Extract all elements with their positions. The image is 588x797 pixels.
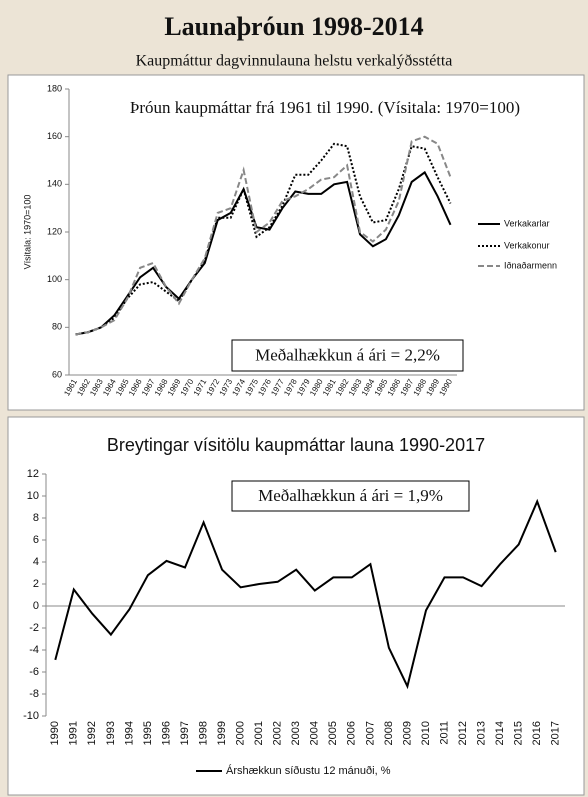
y-tick-label: 160: [47, 131, 62, 141]
x-tick-label: 2015: [513, 721, 525, 745]
x-tick-label: 2004: [309, 721, 321, 745]
annotation-box: [231, 480, 470, 512]
x-tick-label: 2012: [457, 721, 469, 745]
y-tick-label: -6: [29, 666, 39, 678]
x-tick-label: 1994: [123, 721, 135, 745]
x-tick-label: 1999: [216, 721, 228, 745]
y-axis-label: Vísitala: 1970=100: [22, 195, 32, 270]
x-tick-label: 2001: [253, 721, 265, 745]
x-tick-label: 2011: [438, 721, 450, 745]
chart-title: Þróun kaupmáttar frá 1961 til 1990. (Vís…: [130, 98, 520, 117]
page-title: Launaþróun 1998-2014: [164, 12, 423, 41]
y-tick-label: 12: [27, 468, 39, 480]
annotation-box: [231, 339, 464, 372]
x-tick-label: 2010: [420, 721, 432, 745]
x-tick-label: 1992: [86, 721, 98, 745]
x-tick-label: 1997: [179, 721, 191, 745]
series-line: [75, 170, 452, 336]
x-tick-label: 1990: [49, 721, 61, 745]
y-tick-label: 4: [33, 556, 39, 568]
x-tick-label: 2006: [346, 721, 358, 745]
y-tick-label: -8: [29, 688, 39, 700]
y-tick-label: -4: [29, 644, 39, 656]
y-tick-label: 0: [33, 600, 39, 612]
legend-label: Verkakarlar: [504, 218, 550, 228]
x-tick-label: 2009: [401, 721, 413, 745]
x-tick-label: 1991: [68, 721, 80, 745]
x-tick-label: 2002: [272, 721, 284, 745]
series-line: [75, 142, 452, 336]
x-tick-label: 2017: [550, 721, 562, 745]
y-tick-label: 10: [27, 490, 39, 502]
x-tick-label: 1996: [160, 721, 172, 745]
x-tick-label: 2003: [290, 721, 302, 745]
y-tick-label: 80: [52, 322, 62, 332]
x-tick-label: 1998: [197, 721, 209, 745]
x-tick-label: 2014: [494, 721, 506, 745]
x-tick-label: 2008: [383, 721, 395, 745]
legend-label: Árshækkun síðustu 12 mánuði, %: [226, 764, 391, 777]
x-tick-label: 2013: [475, 721, 487, 745]
x-tick-label: 1995: [142, 721, 154, 745]
series-line: [54, 498, 557, 690]
y-tick-label: -10: [23, 710, 39, 722]
page-subtitle: Kaupmáttur dagvinnulauna helstu verkalýð…: [136, 53, 453, 70]
y-tick-label: 60: [52, 369, 62, 379]
series-line: [75, 135, 452, 336]
x-tick-label: 2000: [235, 721, 247, 745]
y-tick-label: 120: [47, 226, 62, 236]
y-tick-label: 180: [47, 83, 62, 93]
x-tick-label: 2016: [531, 721, 543, 745]
annotation: Meðalhækkun á ári = 2,2%: [255, 345, 440, 364]
legend-label: Iðnaðarmenn: [504, 260, 557, 270]
annotation: Meðalhækkun á ári = 1,9%: [258, 486, 443, 505]
y-tick-label: 140: [47, 179, 62, 189]
x-tick-label: 2007: [364, 721, 376, 745]
y-tick-label: -2: [29, 622, 39, 634]
chart-title: Breytingar vísitölu kaupmáttar launa 199…: [107, 435, 485, 455]
y-tick-label: 2: [33, 578, 39, 590]
x-tick-label: 1993: [105, 721, 117, 745]
x-tick-label: 2005: [327, 721, 339, 745]
y-tick-label: 6: [33, 534, 39, 546]
y-tick-label: 8: [33, 512, 39, 524]
legend-label: Verkakonur: [504, 240, 550, 250]
y-tick-label: 100: [47, 274, 62, 284]
